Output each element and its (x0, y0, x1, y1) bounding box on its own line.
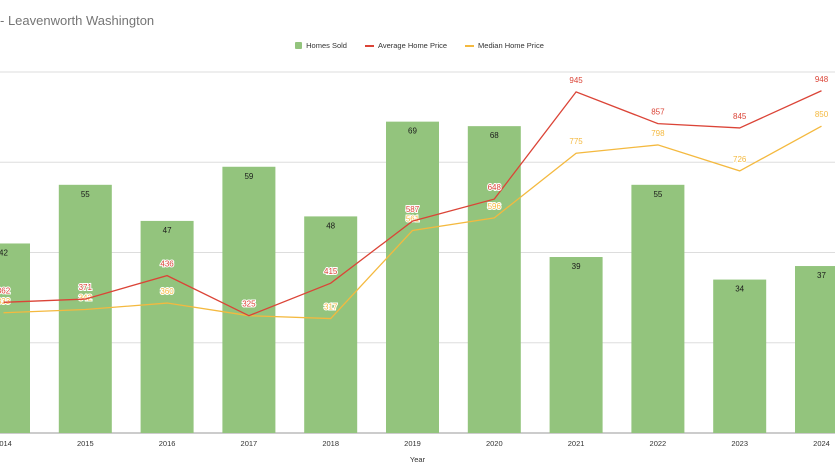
bar-homes-sold-2023 (713, 279, 767, 433)
x-tick-label-2021: 2021 (568, 439, 585, 448)
average-home-price-label-2017: 325 (242, 300, 256, 309)
average-home-price-label-2022: 857 (651, 108, 665, 117)
median-home-price-label-2016: 360 (160, 287, 174, 296)
legend-label-average-home-price: Average Home Price (377, 41, 448, 50)
median-home-price-label-2020: 596 (488, 202, 502, 211)
average-home-price-label-2014: 362 (0, 286, 11, 295)
median-home-price-label-2018: 317 (324, 303, 338, 312)
bar-homes-sold-2017 (222, 166, 276, 433)
median-home-price-label-2017: 325 (242, 300, 256, 309)
legend-entry-median-home-price: Median Home Price (465, 41, 544, 50)
x-tick-label-2018: 2018 (322, 439, 339, 448)
average-home-price-label-2024: 948 (815, 75, 829, 84)
bar-value-label-2015: 55 (81, 190, 90, 199)
median-home-price-label-2019: 561 (406, 214, 420, 223)
legend-label-homes-sold: Homes Sold (306, 41, 347, 50)
bar-value-label-2021: 39 (572, 262, 581, 271)
x-tick-label-2019: 2019 (404, 439, 421, 448)
average-home-price-label-2019: 587 (406, 205, 420, 214)
median-home-price-label-2015: 342 (79, 294, 93, 303)
legend-swatch-homes-sold (295, 42, 303, 49)
bar-homes-sold-2021 (549, 257, 603, 433)
bar-value-label-2022: 55 (653, 190, 662, 199)
median-home-price-label-2024: 850 (815, 110, 829, 119)
median-home-price-label-2014: 333 (0, 297, 11, 306)
x-tick-label-2020: 2020 (486, 439, 503, 448)
bar-value-label-2014: 42 (0, 248, 8, 257)
average-home-price-label-2018: 415 (324, 267, 338, 276)
bar-homes-sold-2024 (795, 266, 835, 433)
bar-value-label-2016: 47 (163, 226, 172, 235)
chart-legend: Homes Sold Average Home Price Median Hom… (0, 41, 835, 50)
legend-entry-average-home-price: Average Home Price (364, 41, 448, 50)
x-tick-label-2017: 2017 (241, 439, 258, 448)
bar-value-label-2023: 34 (735, 285, 744, 294)
x-tick-label-2023: 2023 (731, 439, 748, 448)
average-home-price-label-2015: 371 (79, 283, 93, 292)
average-home-price-label-2023: 845 (733, 112, 747, 121)
bar-homes-sold-2014 (0, 243, 30, 433)
x-tick-label-2016: 2016 (159, 439, 176, 448)
average-home-price-label-2016: 436 (160, 260, 174, 269)
x-axis-title: Year (409, 455, 426, 464)
average-home-price-label-2020: 648 (488, 183, 502, 192)
x-tick-label-2015: 2015 (77, 439, 94, 448)
bar-homes-sold-2020 (467, 126, 521, 434)
bar-value-label-2020: 68 (490, 131, 499, 140)
chart-title: - Leavenworth Washington (0, 13, 155, 28)
legend-swatch-average-home-price (364, 44, 374, 47)
bar-homes-sold-2016 (140, 220, 194, 433)
bar-value-label-2019: 69 (408, 127, 417, 136)
bar-value-label-2024: 37 (817, 271, 826, 280)
bar-value-label-2018: 48 (326, 221, 335, 230)
median-home-price-label-2022: 798 (651, 129, 665, 138)
bar-homes-sold-2019 (386, 121, 439, 433)
legend-entry-homes-sold: Homes Sold (295, 41, 347, 50)
bar-value-label-2017: 59 (244, 172, 253, 181)
average-home-price-label-2021: 945 (569, 76, 583, 85)
bar-homes-sold-2018 (304, 216, 358, 433)
median-home-price-label-2021: 775 (569, 137, 583, 146)
legend-swatch-median-home-price (465, 44, 475, 47)
bar-homes-sold-2022 (631, 184, 685, 433)
x-tick-label-2022: 2022 (650, 439, 667, 448)
x-tick-label-2024: 2024 (813, 439, 830, 448)
median-home-price-label-2023: 726 (733, 155, 747, 164)
line-median-home-price (3, 125, 822, 320)
line-average-home-price (3, 90, 822, 317)
legend-label-median-home-price: Median Home Price (478, 41, 544, 50)
